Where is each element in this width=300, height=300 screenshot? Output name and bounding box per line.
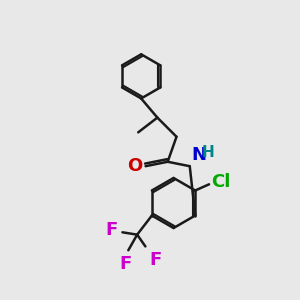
Text: O: O (127, 157, 142, 175)
Text: N: N (191, 146, 206, 164)
Text: F: F (149, 251, 161, 269)
Text: H: H (202, 145, 215, 160)
Text: Cl: Cl (212, 173, 231, 191)
Text: F: F (119, 255, 131, 273)
Text: F: F (106, 221, 118, 239)
